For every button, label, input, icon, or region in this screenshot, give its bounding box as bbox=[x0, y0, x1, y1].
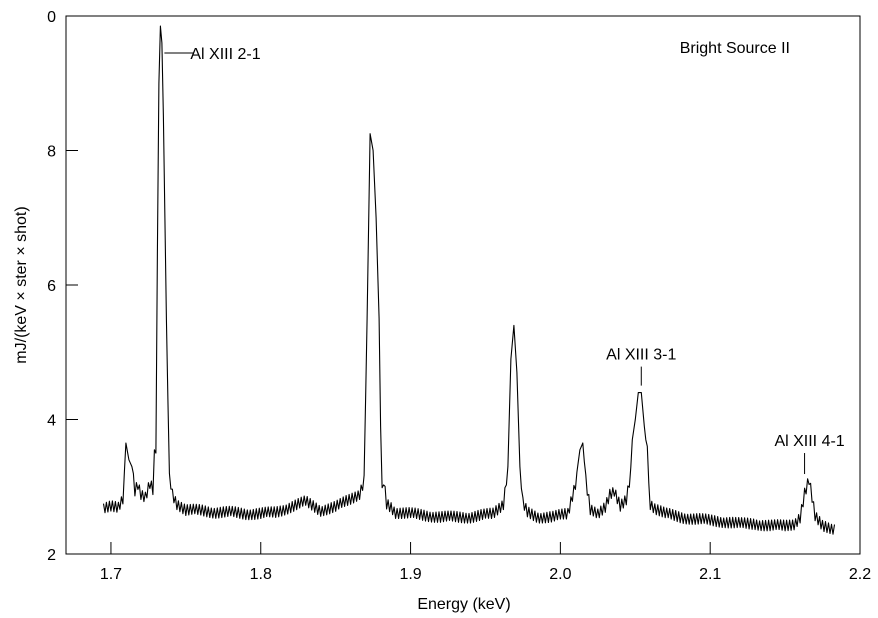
y-tick-label: 6 bbox=[47, 278, 56, 295]
x-tick-label: 1.9 bbox=[399, 566, 421, 583]
x-axis-label: Energy (keV) bbox=[417, 596, 510, 613]
chart-title: Bright Source II bbox=[680, 40, 790, 57]
y-tick-label: 0 bbox=[47, 9, 56, 26]
x-tick-label: 1.8 bbox=[250, 566, 272, 583]
annotation-al-xiii-2-1: Al XIII 2-1 bbox=[190, 46, 260, 63]
x-axis: 1.7 1.8 1.9 2.0 2.1 2.2 bbox=[100, 542, 871, 583]
x-tick-label: 2.1 bbox=[699, 566, 721, 583]
x-tick-label: 2.0 bbox=[549, 566, 571, 583]
y-tick-label: 4 bbox=[47, 413, 56, 430]
line-annotations: Al XIII 2-1 Al XIII 3-1 Al XIII 4-1 bbox=[164, 46, 845, 475]
y-axis-label: mJ/(keV × ster × shot) bbox=[13, 206, 30, 363]
annotation-al-xiii-4-1: Al XIII 4-1 bbox=[774, 433, 844, 450]
y-axis: 2 4 6 8 0 bbox=[47, 9, 78, 564]
spectrum-line bbox=[102, 25, 836, 535]
annotation-al-xiii-3-1: Al XIII 3-1 bbox=[606, 347, 676, 364]
y-tick-label: 2 bbox=[47, 547, 56, 564]
x-tick-label: 2.2 bbox=[849, 566, 871, 583]
x-tick-label: 1.7 bbox=[100, 566, 122, 583]
plot-frame bbox=[65, 15, 861, 555]
y-tick-label: 8 bbox=[47, 144, 56, 161]
